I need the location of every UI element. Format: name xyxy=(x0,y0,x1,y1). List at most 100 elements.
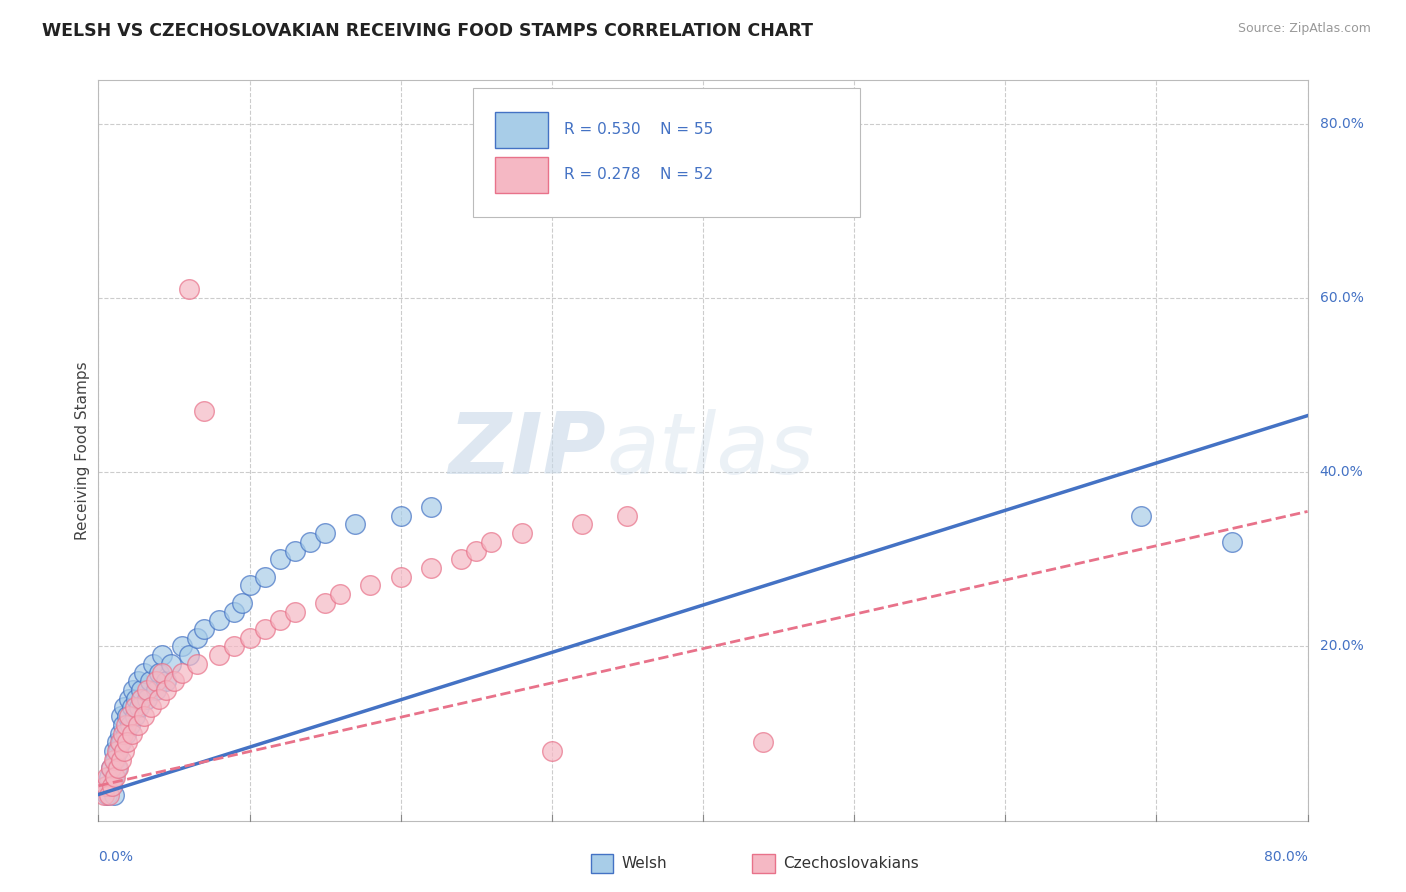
Point xyxy=(124,700,146,714)
Point xyxy=(170,640,193,654)
Point xyxy=(110,709,132,723)
Point xyxy=(96,788,118,802)
Point xyxy=(105,735,128,749)
Point xyxy=(127,674,149,689)
Point xyxy=(145,674,167,689)
Point xyxy=(540,744,562,758)
Point xyxy=(1130,508,1153,523)
Point xyxy=(150,648,173,662)
Point xyxy=(94,779,117,793)
Point xyxy=(112,700,135,714)
Point xyxy=(98,788,121,802)
Point xyxy=(101,779,124,793)
Point xyxy=(450,552,472,566)
Point xyxy=(179,648,201,662)
Point xyxy=(94,779,117,793)
Point xyxy=(125,691,148,706)
Text: atlas: atlas xyxy=(606,409,814,492)
Point xyxy=(115,735,138,749)
Point xyxy=(132,709,155,723)
Point xyxy=(389,508,412,523)
Point xyxy=(128,700,150,714)
Point xyxy=(231,596,253,610)
Point xyxy=(148,691,170,706)
Text: Czechoslovakians: Czechoslovakians xyxy=(783,856,920,871)
Text: 80.0%: 80.0% xyxy=(1320,117,1364,131)
Text: WELSH VS CZECHOSLOVAKIAN RECEIVING FOOD STAMPS CORRELATION CHART: WELSH VS CZECHOSLOVAKIAN RECEIVING FOOD … xyxy=(42,22,813,40)
Point xyxy=(120,718,142,732)
Point xyxy=(129,683,152,698)
Point xyxy=(208,648,231,662)
Point xyxy=(100,761,122,775)
Point xyxy=(193,404,215,418)
Point xyxy=(93,788,115,802)
Text: Source: ZipAtlas.com: Source: ZipAtlas.com xyxy=(1237,22,1371,36)
Point xyxy=(108,726,131,740)
Point xyxy=(150,665,173,680)
Point xyxy=(155,683,177,698)
Point xyxy=(465,543,488,558)
Point xyxy=(389,570,412,584)
Point xyxy=(344,517,367,532)
Text: ZIP: ZIP xyxy=(449,409,606,492)
Point xyxy=(111,718,134,732)
Text: 20.0%: 20.0% xyxy=(1320,640,1364,654)
Point xyxy=(752,735,775,749)
Text: 0.0%: 0.0% xyxy=(98,850,134,864)
Point xyxy=(107,761,129,775)
Point xyxy=(96,770,118,784)
Point xyxy=(145,683,167,698)
Point xyxy=(186,657,208,671)
Point xyxy=(299,535,322,549)
Point xyxy=(269,552,291,566)
Point xyxy=(105,744,128,758)
Text: 80.0%: 80.0% xyxy=(1264,850,1308,864)
Point xyxy=(103,788,125,802)
Point xyxy=(129,691,152,706)
Point xyxy=(115,709,138,723)
Point xyxy=(114,726,136,740)
Point xyxy=(193,622,215,636)
Y-axis label: Receiving Food Stamps: Receiving Food Stamps xyxy=(75,361,90,540)
Point xyxy=(139,674,162,689)
Text: Welsh: Welsh xyxy=(621,856,666,871)
Point xyxy=(103,753,125,767)
Text: 60.0%: 60.0% xyxy=(1320,291,1364,305)
Point xyxy=(132,665,155,680)
Point xyxy=(160,657,183,671)
Point xyxy=(108,735,131,749)
Point xyxy=(360,578,382,592)
Text: R = 0.278    N = 52: R = 0.278 N = 52 xyxy=(564,167,713,182)
Point xyxy=(135,683,157,698)
Point xyxy=(124,709,146,723)
Point xyxy=(118,709,141,723)
Point xyxy=(111,726,134,740)
Point xyxy=(101,779,124,793)
Point xyxy=(420,500,443,514)
Point xyxy=(103,770,125,784)
Point xyxy=(1220,535,1243,549)
FancyBboxPatch shape xyxy=(495,156,548,193)
Point xyxy=(107,744,129,758)
Point xyxy=(104,770,127,784)
Point xyxy=(103,744,125,758)
Point xyxy=(616,508,638,523)
Point xyxy=(314,596,336,610)
Point xyxy=(142,657,165,671)
Point xyxy=(118,691,141,706)
Point xyxy=(141,700,163,714)
Point xyxy=(284,543,307,558)
Point xyxy=(121,726,143,740)
Point xyxy=(170,665,193,680)
Point xyxy=(135,691,157,706)
Point xyxy=(253,622,276,636)
Point xyxy=(186,631,208,645)
Point xyxy=(121,700,143,714)
FancyBboxPatch shape xyxy=(495,112,548,148)
Point xyxy=(148,665,170,680)
Text: R = 0.530    N = 55: R = 0.530 N = 55 xyxy=(564,122,713,137)
Point xyxy=(510,526,533,541)
FancyBboxPatch shape xyxy=(474,87,860,218)
Point xyxy=(314,526,336,541)
Point xyxy=(239,578,262,592)
